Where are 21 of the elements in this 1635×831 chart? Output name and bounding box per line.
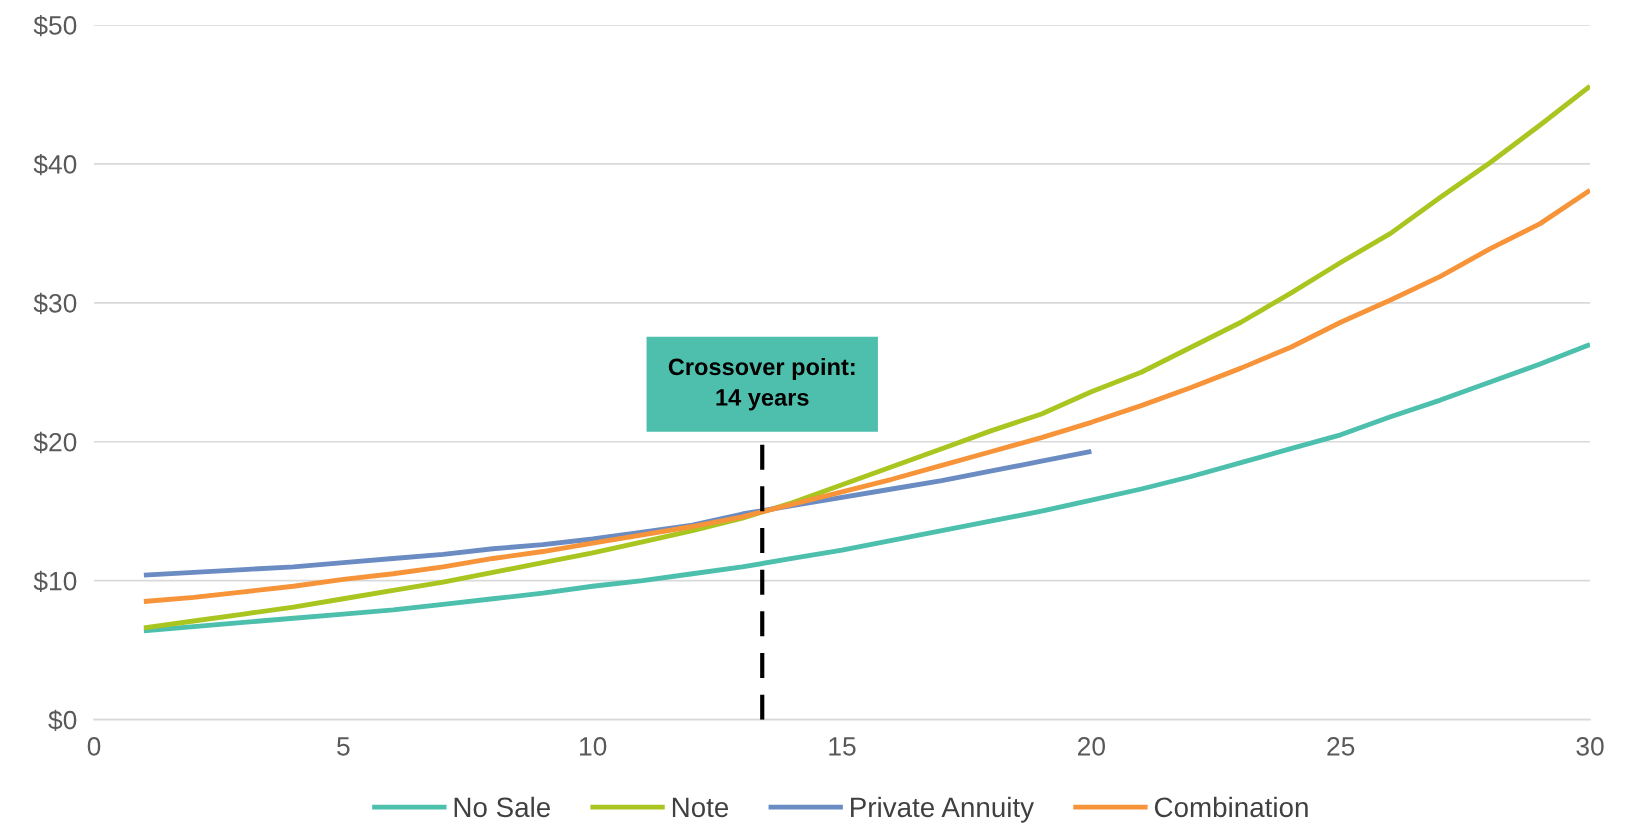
x-tick-label: 30 xyxy=(1576,737,1604,756)
legend-label: Private Annuity xyxy=(851,796,1035,823)
line-series xyxy=(141,342,1591,634)
x-tick-label: 25 xyxy=(1327,737,1355,756)
y-tick-label: $0 xyxy=(48,709,77,732)
line-series xyxy=(141,187,1591,604)
legend-label: No Sale xyxy=(454,796,550,818)
legend-label: Combination xyxy=(1154,796,1308,818)
x-tick-label: 5 xyxy=(337,737,350,756)
annotation: Crossover point: 14 years xyxy=(668,357,855,411)
legend-label: Note xyxy=(672,797,729,818)
y-tick-label: $10 xyxy=(33,570,77,593)
line-series xyxy=(141,83,1591,631)
y-tick-label: $30 xyxy=(33,292,77,315)
y-tick-label: $40 xyxy=(33,153,77,176)
x-tick-label: 10 xyxy=(580,737,607,756)
x-tick-label: 15 xyxy=(829,737,856,756)
x-tick-label: 20 xyxy=(1078,737,1106,756)
x-tick-label: 0 xyxy=(87,737,101,756)
y-tick-label: $50 xyxy=(33,14,77,37)
y-tick-label: $20 xyxy=(33,431,77,454)
